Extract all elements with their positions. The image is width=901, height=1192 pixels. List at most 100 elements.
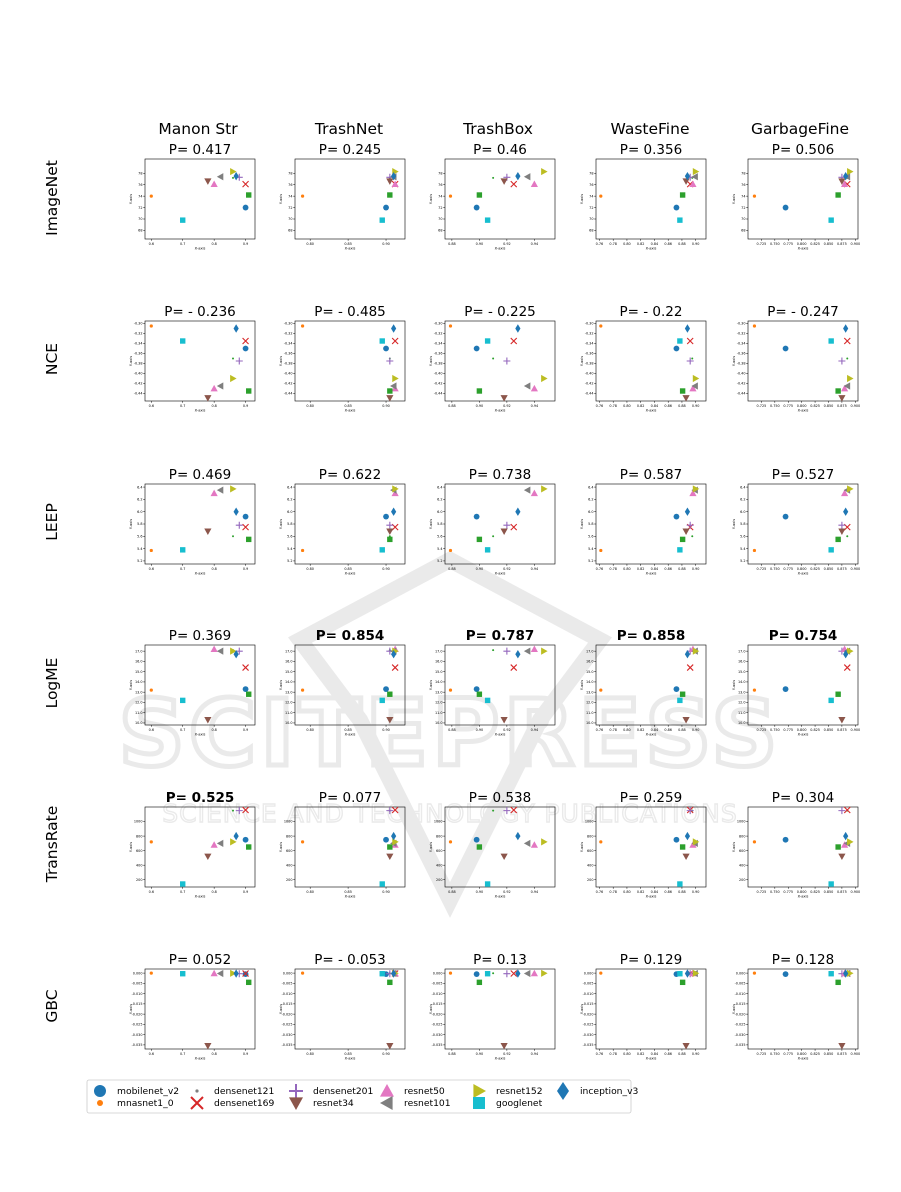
y-tick-label: 78	[438, 171, 442, 175]
plot-frame	[444, 320, 556, 402]
y-tick-label: 70	[138, 217, 142, 221]
point-resnet101	[523, 969, 531, 978]
y-tick-label: 78	[138, 171, 142, 175]
y-tick-label: 74	[438, 194, 442, 198]
point-mnasnet1_0	[752, 324, 757, 328]
y-axis-label: Y-axis	[580, 356, 584, 366]
point-resnet34	[386, 178, 394, 185]
point-resnet50	[689, 489, 697, 497]
row-label-gbc: GBC	[43, 989, 61, 1022]
point-densenet169	[391, 337, 399, 345]
plot-frame	[444, 644, 556, 726]
point-densenet201	[503, 647, 511, 655]
point-resnet152	[541, 485, 548, 493]
point-green_square	[679, 691, 686, 697]
x-tick-label: 0.92	[503, 567, 511, 571]
x-tick-label: 0.7	[180, 728, 185, 732]
point-green_square	[679, 844, 686, 850]
y-tick-label: 5.4	[437, 547, 442, 551]
x-tick-label: 0.800	[797, 728, 807, 732]
point-googlenet	[484, 881, 491, 887]
x-axis-label: X-axis	[646, 572, 657, 576]
y-tick-label: 5.4	[137, 547, 142, 551]
x-tick-label: 0.8	[211, 567, 216, 571]
x-tick-label: 0.80	[623, 728, 631, 732]
y-tick-label: 6.2	[137, 498, 142, 502]
y-tick-label: -0.34	[284, 342, 293, 346]
point-densenet169	[242, 180, 249, 188]
point-resnet34	[838, 1043, 846, 1050]
point-googlenet	[180, 547, 186, 553]
x-tick-label: 0.85	[344, 890, 352, 894]
x-tick-label: 0.78	[609, 1052, 617, 1056]
y-tick-label: -0.005	[735, 982, 746, 986]
y-tick-label: 12.0	[135, 701, 143, 705]
point-green_square	[387, 844, 393, 850]
x-tick-label: 0.86	[664, 404, 672, 408]
p-value-title: P= 0.527	[772, 467, 834, 483]
point-resnet50	[210, 645, 218, 652]
y-tick-label: 78	[589, 171, 593, 175]
point-resnet152	[541, 838, 548, 846]
point-resnet101	[843, 382, 851, 390]
p-value-title: P= 0.46	[473, 142, 527, 158]
x-tick-label: 0.84	[651, 567, 659, 571]
point-googlenet	[677, 217, 683, 223]
y-tick-label: 200	[587, 878, 593, 882]
point-densenet121	[492, 649, 495, 652]
point-green_square	[476, 388, 483, 394]
point-resnet152	[692, 838, 700, 846]
point-densenet201	[503, 807, 511, 815]
point-green_square	[835, 192, 841, 198]
point-mobilenet_v2	[242, 345, 249, 352]
plot-frame	[747, 644, 859, 726]
point-mnasnet1_0	[752, 840, 757, 844]
plot-frame	[294, 158, 406, 240]
point-resnet50	[210, 384, 218, 392]
p-value-title: P= 0.129	[620, 952, 682, 968]
point-inception_v3	[843, 831, 849, 841]
subplot-nce-trashnet: P= - 0.485 0.80 0.85 0.90 -0.44 -0.42 -0.40 -0.…	[279, 304, 406, 413]
y-tick-label: -0.015	[132, 1002, 143, 1006]
point-resnet50	[840, 180, 849, 188]
y-tick-label: 200	[436, 878, 442, 882]
legend-label: mnasnet1_0	[117, 1098, 174, 1109]
y-tick-label: 1000	[134, 820, 143, 824]
point-resnet34	[204, 716, 212, 724]
x-tick-label: 0.7	[180, 242, 185, 246]
point-densenet121	[492, 176, 495, 179]
x-tick-label: 0.94	[531, 404, 539, 408]
legend-label: mobilenet_v2	[117, 1086, 179, 1097]
y-tick-label: -0.30	[284, 322, 293, 326]
x-tick-label: 0.90	[692, 242, 700, 246]
point-resnet50	[530, 384, 538, 392]
point-green_square	[679, 979, 686, 986]
x-tick-label: 0.850	[824, 728, 834, 732]
x-tick-label: 0.90	[692, 404, 700, 408]
y-tick-label: 600	[739, 849, 745, 853]
y-tick-label: -0.030	[132, 1033, 143, 1037]
y-tick-label: 15.0	[586, 670, 594, 674]
y-axis-label: Y-axis	[279, 194, 283, 204]
subplot-nce-wastefine: P= - 0.22 0.76 0.78 0.80 0.82 0.84 0.86 0.88 0.9…	[580, 304, 707, 413]
x-tick-label: 0.84	[651, 242, 659, 246]
x-axis-label: X-axis	[345, 572, 356, 576]
subplot-gbc-trashbox: P= 0.13 0.88 0.90 0.92 0.94 -0.035 -0.030 -0.02…	[429, 952, 556, 1061]
x-tick-label: 0.900	[850, 890, 860, 894]
point-inception_v3	[843, 324, 849, 333]
y-tick-label: 6.0	[137, 510, 142, 514]
y-tick-label: 16.0	[135, 660, 143, 664]
x-tick-label: 0.90	[692, 567, 700, 571]
point-resnet101	[216, 839, 224, 847]
y-tick-label: 1000	[585, 820, 594, 824]
y-tick-label: 68	[288, 229, 292, 233]
point-inception_v3	[391, 507, 397, 516]
subplot-imagenet-trashbox: P= 0.46 0.88 0.90 0.92 0.94 68 70 72 74 76 78 X-axi…	[429, 142, 556, 251]
x-tick-label: 0.850	[824, 404, 834, 408]
y-tick-label: -0.34	[434, 342, 443, 346]
x-axis-label: X-axis	[798, 247, 809, 251]
subplot-logme-trashbox: P= 0.787 0.88 0.90 0.92 0.94 10.0 11.0 12.0 13.0…	[429, 628, 556, 737]
point-resnet101	[523, 382, 531, 390]
point-googlenet	[180, 971, 186, 977]
